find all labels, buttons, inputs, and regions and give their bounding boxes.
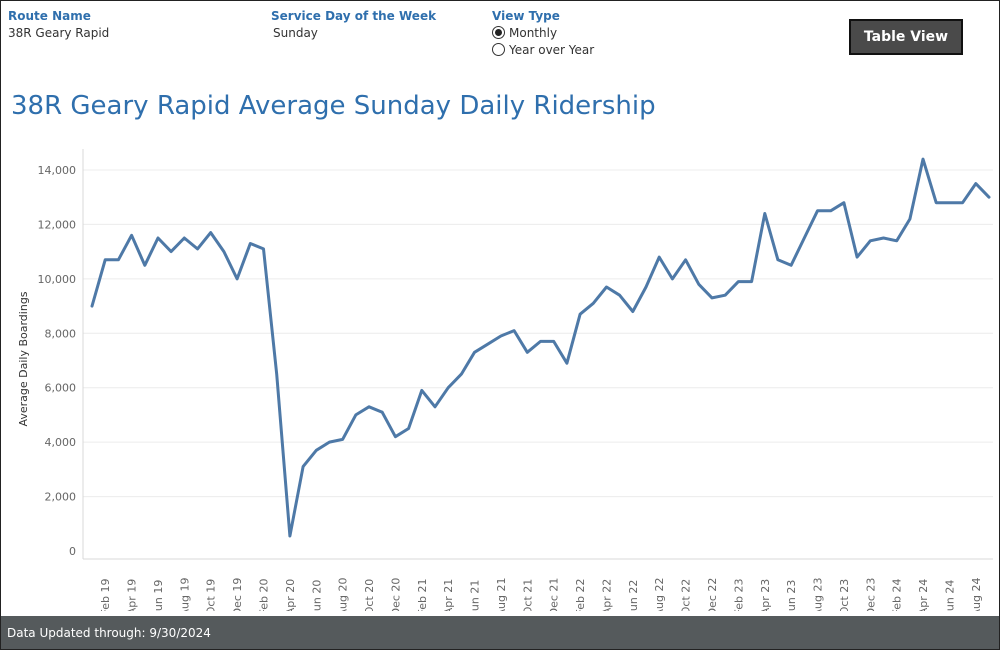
x-tick-label: Dec 23 (864, 578, 877, 611)
series-line (90, 157, 991, 538)
x-tick-label: Feb 20 (257, 579, 270, 611)
radio-selected-icon[interactable] (492, 26, 505, 39)
service-day-filter-value[interactable]: Sunday (273, 26, 318, 40)
x-tick-label: Apr 23 (759, 579, 772, 611)
x-tick-label: Jun 22 (627, 580, 640, 611)
x-tick-label: Apr 21 (442, 579, 455, 611)
x-tick-label: Jun 21 (469, 580, 482, 611)
chart-title: 38R Geary Rapid Average Sunday Daily Rid… (11, 91, 656, 121)
x-tick-label: Feb 23 (732, 579, 745, 611)
x-tick-label: Jun 24 (943, 580, 956, 611)
x-tick-label: Dec 20 (389, 578, 402, 611)
x-tick-label: Dec 21 (548, 578, 561, 611)
view-type-option-label: Monthly (509, 25, 558, 40)
y-tick-label: 6,000 (45, 382, 77, 395)
x-tick-label: Jun 19 (152, 580, 165, 611)
x-tick-label: Apr 20 (284, 579, 297, 611)
x-tick-label: Oct 22 (680, 579, 693, 611)
x-tick-label: Apr 19 (126, 579, 139, 611)
y-tick-label: 12,000 (38, 218, 77, 231)
x-tick-label: Apr 24 (917, 579, 930, 611)
view-type-label: View Type (492, 9, 560, 23)
x-tick-label: Apr 22 (600, 579, 613, 611)
route-filter-value[interactable]: 38R Geary Rapid (8, 26, 110, 40)
x-tick-label: Feb 22 (574, 579, 587, 611)
y-tick-label: 8,000 (45, 327, 77, 340)
x-tick-label: Feb 19 (99, 579, 112, 611)
route-filter-label: Route Name (8, 9, 91, 23)
x-tick-label: Aug 23 (812, 578, 825, 611)
table-view-button[interactable]: Table View (849, 19, 963, 55)
x-tick-label: Aug 19 (178, 578, 191, 611)
x-tick-label: Jun 20 (310, 580, 323, 611)
x-tick-label: Feb 24 (891, 579, 904, 611)
view-type-option-label: Year over Year (509, 42, 595, 57)
x-tick-label: Aug 24 (970, 578, 983, 611)
view-type-option-year-over-year[interactable]: Year over Year (492, 41, 594, 58)
x-tick-label: Jun 23 (785, 580, 798, 611)
x-tick-label: Oct 23 (838, 579, 851, 611)
y-tick-label: 2,000 (45, 491, 77, 504)
y-tick-label: 10,000 (38, 273, 77, 286)
x-tick-label: Dec 22 (706, 578, 719, 611)
x-tick-label: Oct 21 (521, 579, 534, 611)
x-tick-label: Aug 21 (495, 578, 508, 611)
route-filter[interactable]: Route Name 38R Geary Rapid (8, 9, 109, 40)
x-tick-label: Oct 19 (205, 579, 218, 611)
x-tick-label: Aug 22 (653, 578, 666, 611)
service-day-filter[interactable]: Service Day of the Week Sunday (271, 9, 436, 40)
radio-unselected-icon[interactable] (492, 43, 505, 56)
service-day-filter-label: Service Day of the Week (271, 9, 437, 23)
x-tick-label: Aug 20 (337, 578, 350, 611)
y-tick-label: 4,000 (45, 436, 77, 449)
x-tick-label: Feb 21 (416, 579, 429, 611)
data-updated-text: Data Updated through: 9/30/2024 (7, 625, 211, 640)
y-axis-title: Average Daily Boardings (17, 291, 30, 426)
footer-bar: Data Updated through: 9/30/2024 (1, 616, 999, 649)
ridership-line-chart: 0 2,000 4,000 6,000 8,000 10,000 12,000 14,000 A… (17, 149, 993, 611)
y-tick-label: 14,000 (38, 164, 77, 177)
view-type-filter: View Type Monthly Year over Year (492, 9, 594, 58)
y-tick-label: 0 (69, 545, 76, 558)
x-tick-label: Oct 20 (363, 579, 376, 611)
view-type-option-monthly[interactable]: Monthly (492, 24, 594, 41)
x-tick-label: Dec 19 (231, 578, 244, 611)
